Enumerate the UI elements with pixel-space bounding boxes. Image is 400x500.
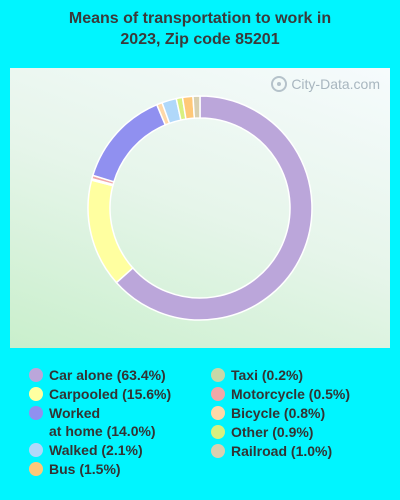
legend-column-left: Car alone (63.4%) Carpooled (15.6%) Worked…: [29, 366, 171, 479]
donut-slice-carpooled: [87, 179, 134, 284]
legend-label-walked: Walked (2.1%): [49, 442, 143, 458]
legend-label-carpooled: Carpooled (15.6%): [49, 386, 172, 402]
legend-swatch-railroad: [211, 444, 225, 458]
legend-label-other: Other (0.9%): [231, 424, 314, 440]
legend-label-bicycle: Bicycle (0.8%): [231, 405, 326, 421]
legend-swatch-worked-at-home: [29, 406, 43, 420]
donut-slice-worked-at-home: [91, 103, 167, 183]
legend-label-car-alone: Car alone (63.4%): [49, 367, 166, 383]
legend-label-taxi: Taxi (0.2%): [231, 367, 304, 383]
legend-swatch-carpooled: [29, 387, 43, 401]
watermark-text: City-Data.com: [291, 76, 380, 92]
legend: Car alone (63.4%) Carpooled (15.6%) Worked…: [0, 366, 400, 486]
legend-item-motorcycle: Motorcycle (0.5%): [211, 385, 350, 403]
chart-title-line-1: Means of transportation to work in: [68, 10, 332, 27]
legend-item-walked: Walked (2.1%): [29, 441, 171, 459]
legend-item-worked-at-home: Worked at home (14.0%): [29, 404, 171, 440]
legend-label-motorcycle: Motorcycle (0.5%): [231, 386, 351, 402]
legend-swatch-other: [211, 425, 225, 439]
legend-item-bus: Bus (1.5%): [29, 460, 171, 478]
legend-item-bicycle: Bicycle (0.8%): [211, 404, 350, 422]
legend-item-railroad: Railroad (1.0%): [211, 442, 350, 460]
legend-swatch-taxi: [211, 368, 225, 382]
donut-chart: [87, 95, 313, 321]
legend-item-carpooled: Carpooled (15.6%): [29, 385, 171, 403]
legend-swatch-bus: [29, 462, 43, 476]
legend-label-worked-at-home: Worked at home (14.0%): [49, 405, 156, 439]
donut-slice-car-alone: [115, 95, 313, 321]
chart-title-line-2: 2023, Zip code 85201: [120, 31, 280, 48]
legend-item-taxi: Taxi (0.2%): [211, 366, 350, 384]
legend-swatch-car-alone: [29, 368, 43, 382]
legend-label-railroad: Railroad (1.0%): [231, 443, 333, 459]
chart-panel: City-Data.com: [10, 68, 390, 348]
chart-title: Means of transportation to work in 2023,…: [0, 8, 400, 50]
watermark: City-Data.com: [271, 76, 380, 92]
legend-swatch-motorcycle: [211, 387, 225, 401]
city-data-logo-icon: [271, 76, 288, 92]
legend-label-bus: Bus (1.5%): [49, 461, 121, 477]
legend-swatch-walked: [29, 443, 43, 457]
legend-column-right: Taxi (0.2%) Motorcycle (0.5%) Bicycle (0.8…: [211, 366, 350, 461]
legend-item-other: Other (0.9%): [211, 423, 350, 441]
donut-slice-railroad: [192, 95, 201, 119]
legend-swatch-bicycle: [211, 406, 225, 420]
legend-item-car-alone: Car alone (63.4%): [29, 366, 171, 384]
